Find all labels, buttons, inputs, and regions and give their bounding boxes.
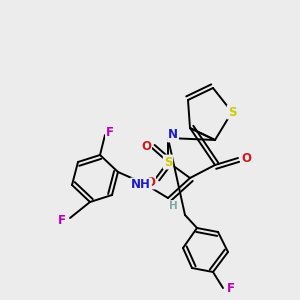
Text: S: S [228, 106, 236, 118]
Text: O: O [241, 152, 251, 164]
Text: H: H [169, 201, 177, 211]
Text: F: F [106, 125, 114, 139]
Text: S: S [164, 155, 172, 169]
Text: F: F [58, 214, 66, 226]
Text: F: F [227, 281, 235, 295]
Text: O: O [141, 140, 151, 152]
Text: NH: NH [131, 178, 151, 191]
Text: N: N [168, 128, 178, 142]
Text: O: O [145, 176, 155, 188]
